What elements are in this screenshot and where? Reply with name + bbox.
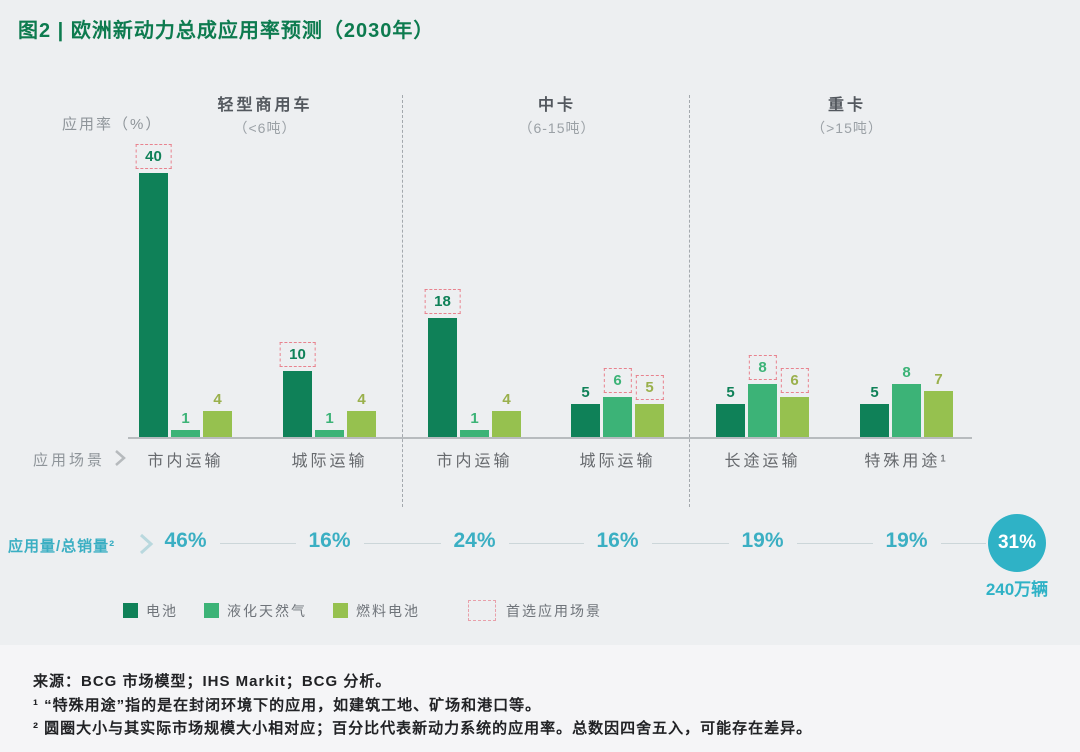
bar-value-label: 7 <box>934 371 943 388</box>
bar-battery <box>139 173 168 437</box>
bar-value-label-preferred: 40 <box>135 144 172 169</box>
bar-value-label-preferred: 6 <box>780 368 809 393</box>
group-divider <box>402 95 403 507</box>
legend-item-lng: 液化天然气 <box>204 601 307 621</box>
group-divider <box>689 95 690 507</box>
bar-value-label: 1 <box>325 410 334 427</box>
bar-battery <box>571 404 600 437</box>
group-subtitle: （6-15吨） <box>518 120 596 136</box>
group-subtitle: （>15吨） <box>811 120 883 136</box>
bar-lng <box>171 430 200 437</box>
dashed-box-icon <box>468 600 496 621</box>
bar-fuel-cell <box>635 404 664 437</box>
legend-item-fuel-cell: 燃料电池 <box>333 601 420 621</box>
legend-label: 液化天然气 <box>227 602 307 619</box>
bar-value-label: 5 <box>581 384 590 401</box>
share-value: 19% <box>741 529 784 552</box>
x-axis-label: 应用场景 <box>33 452 106 469</box>
share-value: 24% <box>453 529 496 552</box>
bar-lng <box>748 384 777 437</box>
group-header-medium-truck: 中卡 （6-15吨） <box>518 91 595 138</box>
bar-fuel-cell <box>924 391 953 437</box>
share-value: 16% <box>308 529 351 552</box>
bar-fuel-cell <box>780 397 809 437</box>
bar-lng <box>603 397 632 437</box>
scenario-label: 城际运输 <box>291 453 368 470</box>
bar-value-label-preferred: 18 <box>424 289 461 314</box>
bar-battery <box>428 318 457 437</box>
connector-line <box>651 543 729 544</box>
x-axis-line <box>128 437 972 439</box>
group-header-light-commercial: 轻型商用车 （<6吨） <box>217 91 312 138</box>
scenario-label: 特殊用途¹ <box>864 453 949 470</box>
bar-lng <box>460 430 489 437</box>
scenario-label: 市内运输 <box>147 453 224 470</box>
bar-fuel-cell <box>347 411 376 437</box>
connector-line <box>940 543 986 544</box>
connector-line <box>219 543 296 544</box>
bar-value-label-preferred: 6 <box>603 368 632 393</box>
scenario-label: 市内运输 <box>436 453 513 470</box>
bar-value-label-preferred: 5 <box>635 375 664 400</box>
source-note: 来源：BCG 市场模型；IHS Markit；BCG 分析。 <box>33 673 392 690</box>
scenario-label: 长途运输 <box>724 453 801 470</box>
total-share-circle: 31% <box>988 514 1046 572</box>
total-volume-label: 240万辆 <box>985 580 1049 599</box>
battery-swatch-icon <box>123 603 138 618</box>
footnote-2: ² 圆圈大小与其实际市场规模大小相对应；百分比代表新动力系统的应用率。总数因四舍… <box>33 720 813 737</box>
bar-value-label: 4 <box>502 391 511 408</box>
lng-swatch-icon <box>204 603 219 618</box>
bar-value-label: 5 <box>870 384 879 401</box>
bar-value-label-preferred: 8 <box>748 355 777 380</box>
bar-value-label: 4 <box>213 391 222 408</box>
footnote-area: 来源：BCG 市场模型；IHS Markit；BCG 分析。 ¹ “特殊用途”指… <box>0 645 1080 752</box>
bar-lng <box>315 430 344 437</box>
bar-value-label-preferred: 10 <box>279 342 316 367</box>
share-value: 16% <box>596 529 639 552</box>
scenario-label: 城际运输 <box>579 453 656 470</box>
bar-value-label: 4 <box>357 391 366 408</box>
bar-battery <box>716 404 745 437</box>
y-axis-label: 应用率（%） <box>62 116 163 133</box>
connector-line <box>796 543 873 544</box>
bar-value-label: 1 <box>181 410 190 427</box>
bar-fuel-cell <box>492 411 521 437</box>
bar-value-label: 5 <box>726 384 735 401</box>
connector-line <box>363 543 441 544</box>
group-title: 轻型商用车 <box>217 97 313 114</box>
group-title: 重卡 <box>827 97 866 114</box>
footnote-1: ¹ “特殊用途”指的是在封闭环境下的应用，如建筑工地、矿场和港口等。 <box>33 697 542 714</box>
legend-label: 首选应用场景 <box>506 602 602 619</box>
chevron-right-icon <box>115 450 126 466</box>
legend-item-battery: 电池 <box>123 601 178 621</box>
connector-line <box>508 543 584 544</box>
legend-label: 燃料电池 <box>356 602 420 619</box>
legend: 电池 液化天然气 燃料电池 首选应用场景 <box>123 600 628 621</box>
chevron-right-icon <box>139 533 154 555</box>
share-value: 46% <box>164 529 207 552</box>
group-title: 中卡 <box>537 97 576 114</box>
group-subtitle: （<6吨） <box>233 120 297 136</box>
bar-battery <box>283 371 312 437</box>
bar-value-label: 1 <box>470 410 479 427</box>
bar-value-label: 8 <box>902 364 911 381</box>
bar-fuel-cell <box>203 411 232 437</box>
share-value: 19% <box>885 529 928 552</box>
fuel-cell-swatch-icon <box>333 603 348 618</box>
bar-lng <box>892 384 921 437</box>
share-row-label: 应用量/总销量² <box>8 538 116 555</box>
group-header-heavy-truck: 重卡 （>15吨） <box>811 91 883 138</box>
legend-item-preferred-scenario: 首选应用场景 <box>446 600 602 621</box>
legend-label: 电池 <box>146 602 178 619</box>
figure-title: 图2 | 欧洲新动力总成应用率预测（2030年） <box>18 20 435 42</box>
bar-battery <box>860 404 889 437</box>
